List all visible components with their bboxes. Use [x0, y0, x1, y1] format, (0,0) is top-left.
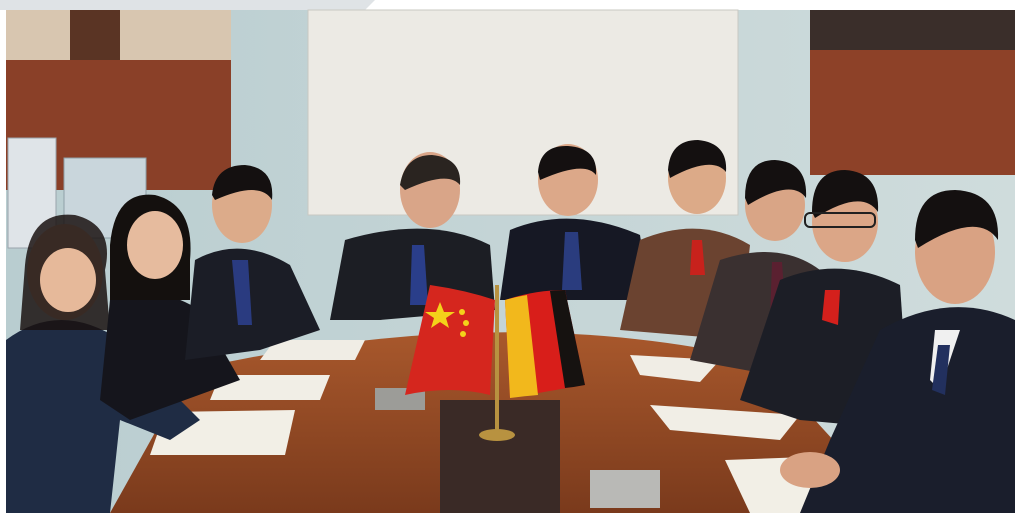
flag-germany-black: [550, 290, 585, 388]
window-right: [810, 10, 1015, 50]
face: [127, 211, 183, 279]
tie: [562, 232, 582, 290]
flag-base: [479, 429, 515, 441]
flag-star: [460, 331, 466, 337]
glasses: [804, 212, 876, 228]
wood-panel-right: [810, 50, 1015, 175]
person: [6, 214, 200, 513]
hand: [780, 452, 840, 488]
hair: [812, 170, 879, 218]
tie: [410, 245, 428, 305]
flag-germany-gold: [505, 295, 538, 398]
socket-box: [590, 470, 660, 508]
corner-tab: [0, 0, 375, 10]
suit: [6, 320, 200, 513]
pillar: [70, 10, 120, 60]
tie: [690, 240, 705, 275]
notebook: [630, 355, 720, 382]
person: [500, 144, 650, 300]
hair: [400, 155, 461, 190]
hair: [915, 190, 999, 248]
face: [40, 248, 96, 312]
flag-star: [463, 320, 469, 326]
flag-star: [425, 302, 455, 328]
hair: [538, 145, 597, 180]
tie: [932, 345, 950, 395]
suit: [800, 307, 1015, 513]
whiteboard: [307, 9, 739, 216]
hair: [745, 160, 807, 205]
notebook: [650, 405, 800, 440]
notebook: [210, 375, 330, 400]
hair: [212, 165, 273, 200]
person: [780, 190, 1015, 513]
suit: [185, 248, 320, 360]
person: [185, 165, 320, 360]
tie: [822, 290, 840, 325]
table-inlay: [440, 400, 560, 513]
socket-box: [375, 388, 425, 410]
tie: [232, 260, 252, 325]
notebook: [260, 340, 365, 360]
flag-star: [459, 309, 465, 315]
hair: [668, 140, 727, 178]
